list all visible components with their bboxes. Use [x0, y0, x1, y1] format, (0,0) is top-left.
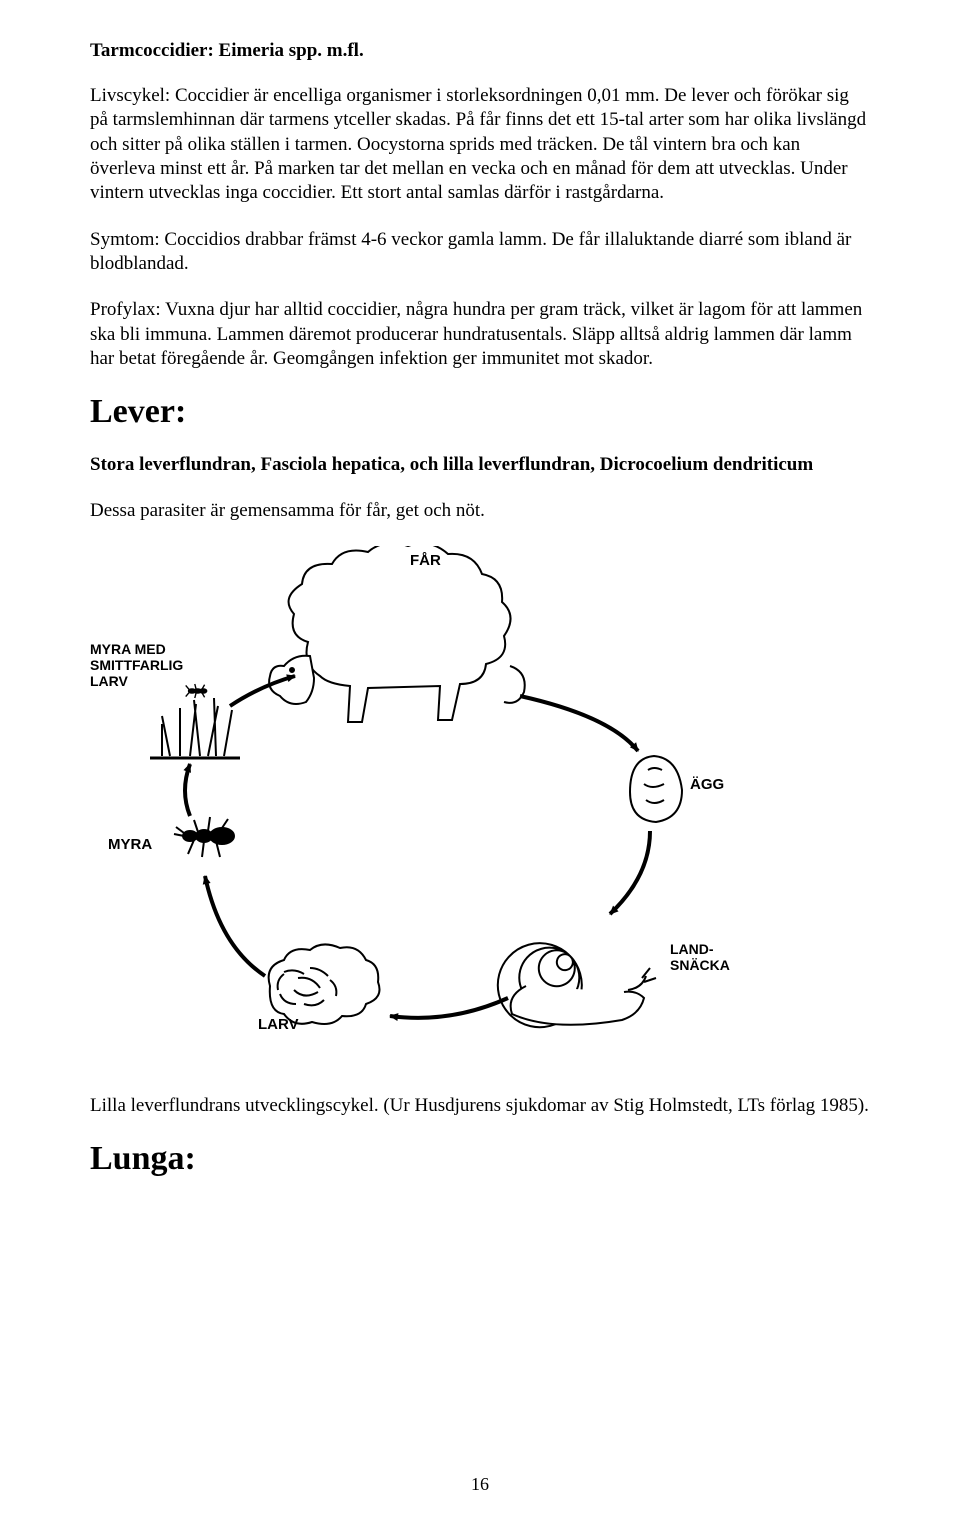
heading-lever: Lever:: [90, 393, 870, 431]
grass-ant-icon: [150, 684, 240, 758]
label-larv: LARV: [258, 1016, 299, 1033]
egg-icon: [630, 756, 682, 822]
paragraph-livscykel: Livscykel: Coccidier är encelliga organi…: [90, 84, 870, 206]
label-myra-larv: MYRA MED SMITTFARLIG LARV: [90, 641, 183, 689]
lifecycle-diagram: FÅR MYRA MED SMITTFARLIG LARV MYRA LARV …: [90, 546, 770, 1066]
label-far: FÅR: [410, 552, 441, 569]
cycle-arrows: [185, 676, 650, 1018]
label-snacka: LAND- SNÄCKA: [670, 941, 730, 973]
snail-icon: [498, 943, 656, 1027]
label-agg: ÄGG: [690, 776, 724, 793]
heading-lunga: Lunga:: [90, 1140, 870, 1178]
paragraph-lever: Dessa parasiter är gemensamma för får, g…: [90, 499, 870, 523]
larv-icon: [269, 944, 380, 1024]
label-myra: MYRA: [108, 836, 152, 853]
page: Tarmcoccidier: Eimeria spp. m.fl. Livscy…: [0, 0, 960, 1515]
paragraph-symtom: Symtom: Coccidios drabbar främst 4-6 vec…: [90, 228, 870, 277]
diagram-caption: Lilla leverflundrans utvecklingscykel. (…: [90, 1094, 870, 1118]
heading-tarmcoccidier: Tarmcoccidier: Eimeria spp. m.fl.: [90, 40, 870, 62]
paragraph-profylax: Profylax: Vuxna djur har alltid coccidie…: [90, 298, 870, 371]
page-number: 16: [0, 1474, 960, 1495]
lifecycle-svg: [90, 546, 770, 1066]
subheading-leverflundran: Stora leverflundran, Fasciola hepatica, …: [90, 453, 870, 477]
sheep-icon: [269, 546, 525, 722]
ant-icon: [174, 817, 234, 857]
